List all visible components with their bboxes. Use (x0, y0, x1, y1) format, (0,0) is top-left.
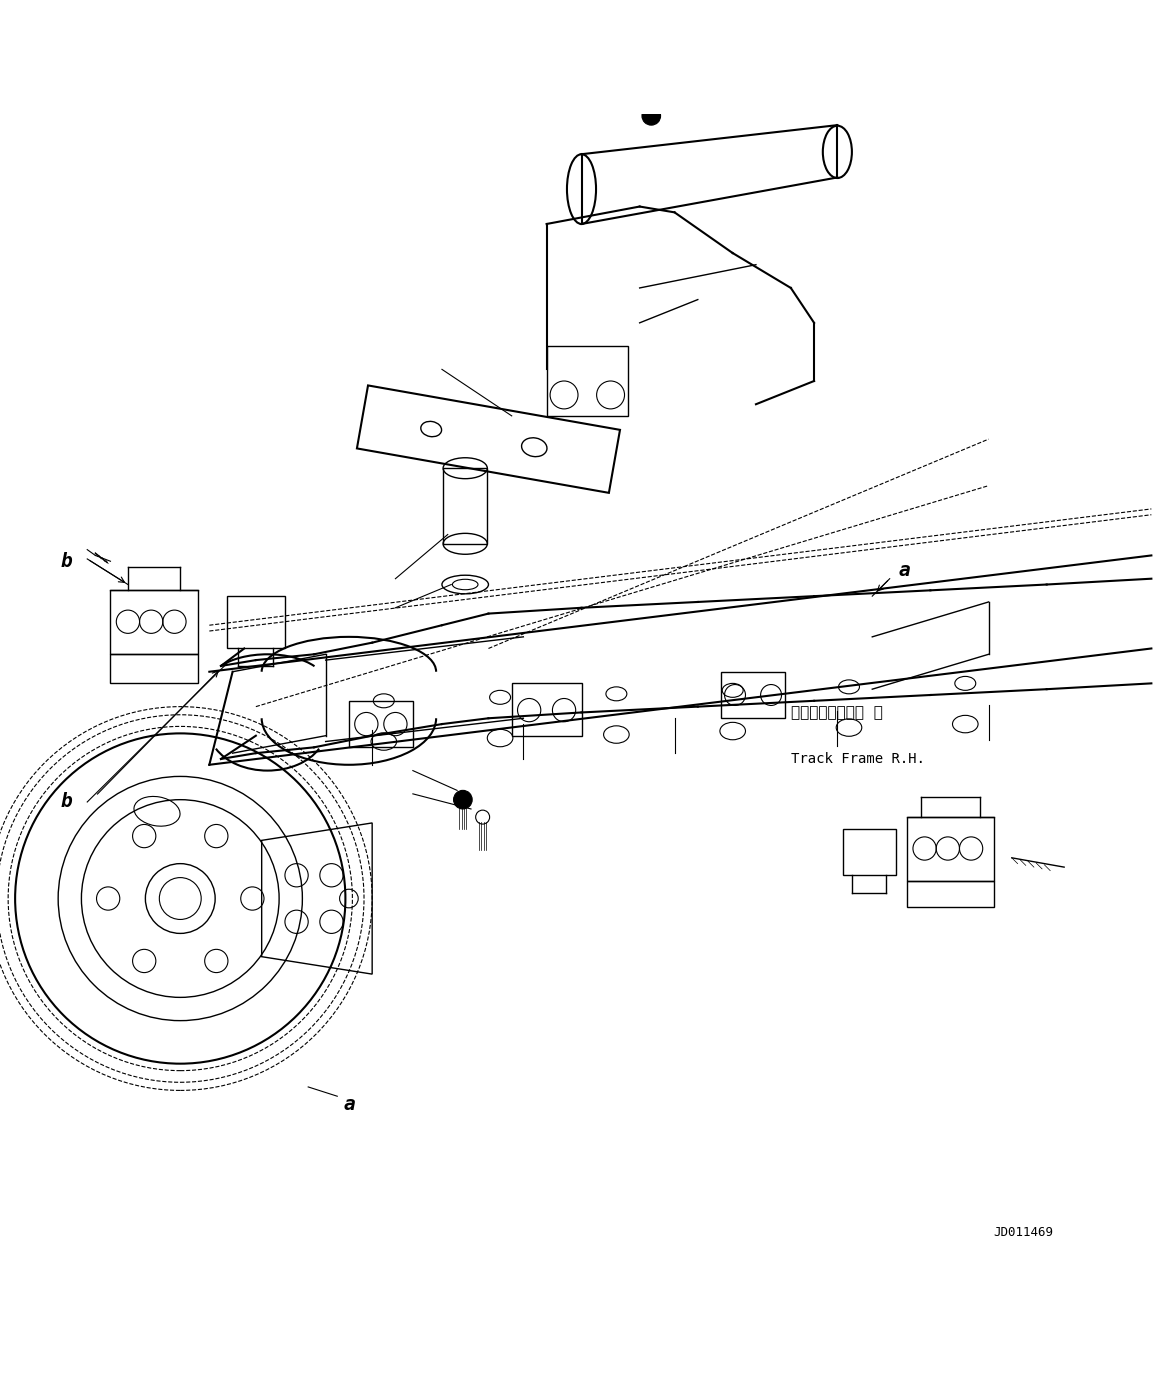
Bar (110, 591, 198, 655)
Bar (907, 817, 994, 881)
Text: b: b (60, 552, 72, 571)
Bar (227, 596, 285, 649)
Bar (721, 671, 785, 719)
Circle shape (454, 791, 472, 809)
Text: a: a (343, 1095, 355, 1113)
Text: Track Frame R.H.: Track Frame R.H. (791, 752, 925, 766)
Bar (349, 701, 413, 748)
Text: b: b (60, 792, 72, 812)
Text: a: a (899, 562, 911, 580)
Bar (547, 346, 628, 416)
Bar (110, 655, 198, 684)
Bar (512, 684, 582, 735)
Text: JD011469: JD011469 (993, 1226, 1054, 1238)
Circle shape (642, 107, 661, 125)
Bar (843, 828, 896, 876)
Bar (443, 468, 487, 543)
Text: トラックフレーム  右: トラックフレーム 右 (791, 705, 883, 720)
Bar (907, 881, 994, 906)
